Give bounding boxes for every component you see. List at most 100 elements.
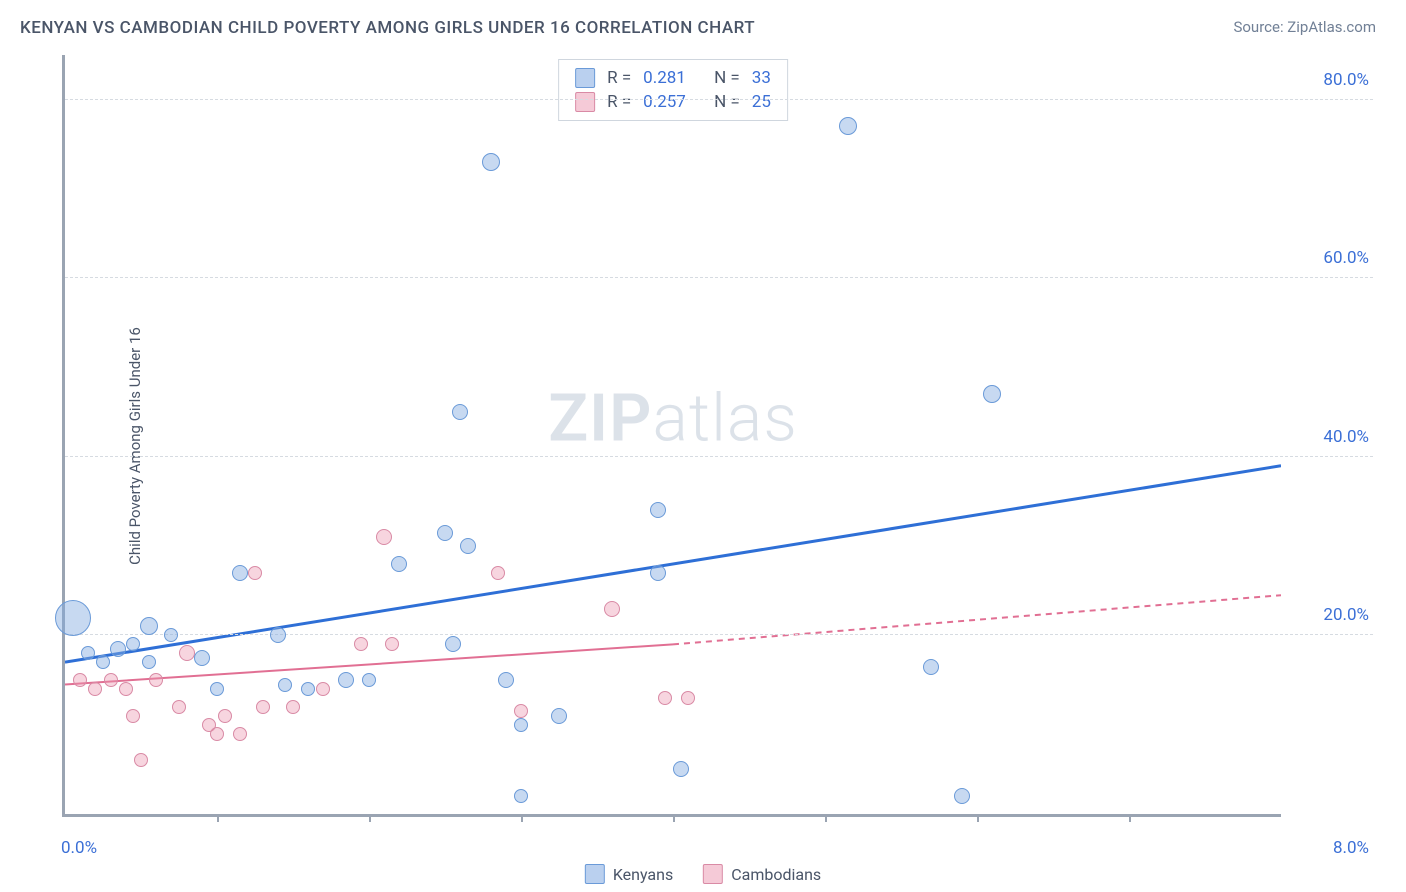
- n-value: 25: [752, 92, 771, 112]
- legend-label: Kenyans: [613, 865, 673, 884]
- scatter-point: [385, 637, 399, 651]
- swatch-pink: [703, 864, 723, 884]
- scatter-point: [164, 628, 178, 642]
- scatter-point: [232, 565, 248, 581]
- legend-item-cambodians: Cambodians: [703, 864, 821, 884]
- scatter-point: [278, 678, 292, 692]
- scatter-point: [362, 673, 376, 687]
- gridline: [65, 634, 1373, 635]
- scatter-point: [391, 556, 407, 572]
- swatch-blue: [575, 68, 595, 88]
- gridline: [65, 277, 1373, 278]
- scatter-point: [218, 709, 232, 723]
- scatter-point: [354, 637, 368, 651]
- scatter-point: [81, 646, 95, 660]
- y-tick-label: 20.0%: [1323, 605, 1369, 625]
- scatter-point: [140, 617, 158, 635]
- scatter-point: [376, 529, 392, 545]
- scatter-point: [604, 601, 620, 617]
- scatter-point: [73, 673, 87, 687]
- scatter-point: [119, 682, 133, 696]
- scatter-point: [126, 637, 140, 651]
- legend-row-cambodians: R = 0.257 N = 25: [575, 90, 771, 114]
- chart-container: Child Poverty Among Girls Under 16 ZIPat…: [50, 55, 1376, 837]
- correlation-legend: R = 0.281 N = 33 R = 0.257 N = 25: [558, 59, 788, 121]
- gridline: [65, 456, 1373, 457]
- scatter-point: [55, 600, 91, 636]
- scatter-point: [194, 650, 210, 666]
- r-value: 0.281: [643, 68, 686, 88]
- scatter-point: [460, 538, 476, 554]
- scatter-point: [142, 655, 156, 669]
- chart-title: KENYAN VS CAMBODIAN CHILD POVERTY AMONG …: [20, 18, 755, 38]
- x-tick: [217, 814, 219, 822]
- x-tick: [673, 814, 675, 822]
- r-label: R =: [607, 92, 631, 112]
- scatter-point: [134, 753, 148, 767]
- scatter-point: [210, 682, 224, 696]
- x-tick-label: 0.0%: [61, 838, 97, 858]
- scatter-point: [491, 566, 505, 580]
- gridline: [65, 99, 1373, 100]
- scatter-point: [514, 704, 528, 718]
- source-citation: Source: ZipAtlas.com: [1233, 18, 1376, 36]
- scatter-point: [839, 117, 857, 135]
- scatter-point: [452, 404, 468, 420]
- scatter-point: [248, 566, 262, 580]
- scatter-point: [983, 385, 1001, 403]
- trend-lines: [65, 55, 1281, 814]
- legend-item-kenyans: Kenyans: [585, 864, 673, 884]
- scatter-point: [681, 691, 695, 705]
- scatter-point: [104, 673, 118, 687]
- scatter-point: [658, 691, 672, 705]
- scatter-point: [954, 788, 970, 804]
- x-tick: [369, 814, 371, 822]
- scatter-point: [338, 672, 354, 688]
- trend-line: [673, 595, 1281, 644]
- scatter-point: [650, 565, 666, 581]
- legend-label: Cambodians: [731, 865, 821, 884]
- y-tick-label: 40.0%: [1323, 427, 1369, 447]
- scatter-point: [286, 700, 300, 714]
- scatter-point: [126, 709, 140, 723]
- watermark: ZIPatlas: [548, 381, 798, 458]
- chart-header: KENYAN VS CAMBODIAN CHILD POVERTY AMONG …: [0, 0, 1406, 46]
- n-label: N =: [714, 68, 740, 88]
- legend-row-kenyans: R = 0.281 N = 33: [575, 66, 771, 90]
- scatter-point: [301, 682, 315, 696]
- x-tick-label: 8.0%: [1333, 838, 1369, 858]
- n-label: N =: [714, 92, 740, 112]
- scatter-point: [514, 718, 528, 732]
- swatch-pink: [575, 92, 595, 112]
- scatter-point: [270, 627, 286, 643]
- x-tick: [825, 814, 827, 822]
- watermark-left: ZIP: [548, 381, 652, 458]
- scatter-point: [551, 708, 567, 724]
- scatter-point: [514, 789, 528, 803]
- y-tick-label: 80.0%: [1323, 70, 1369, 90]
- scatter-point: [88, 682, 102, 696]
- r-label: R =: [607, 68, 631, 88]
- watermark-right: atlas: [652, 381, 797, 458]
- scatter-point: [437, 525, 453, 541]
- scatter-plot: ZIPatlas R = 0.281 N = 33 R = 0.257 N = …: [62, 55, 1281, 817]
- scatter-point: [650, 502, 666, 518]
- scatter-point: [172, 700, 186, 714]
- scatter-point: [256, 700, 270, 714]
- scatter-point: [110, 641, 126, 657]
- r-value: 0.257: [643, 92, 686, 112]
- scatter-point: [233, 727, 247, 741]
- scatter-point: [96, 655, 110, 669]
- scatter-point: [316, 682, 330, 696]
- swatch-blue: [585, 864, 605, 884]
- y-tick-label: 60.0%: [1323, 248, 1369, 268]
- scatter-point: [923, 659, 939, 675]
- x-tick: [977, 814, 979, 822]
- series-legend: Kenyans Cambodians: [585, 864, 821, 884]
- scatter-point: [673, 761, 689, 777]
- scatter-point: [149, 673, 163, 687]
- n-value: 33: [752, 68, 771, 88]
- scatter-point: [179, 645, 195, 661]
- x-tick: [1129, 814, 1131, 822]
- trend-line: [65, 466, 1281, 662]
